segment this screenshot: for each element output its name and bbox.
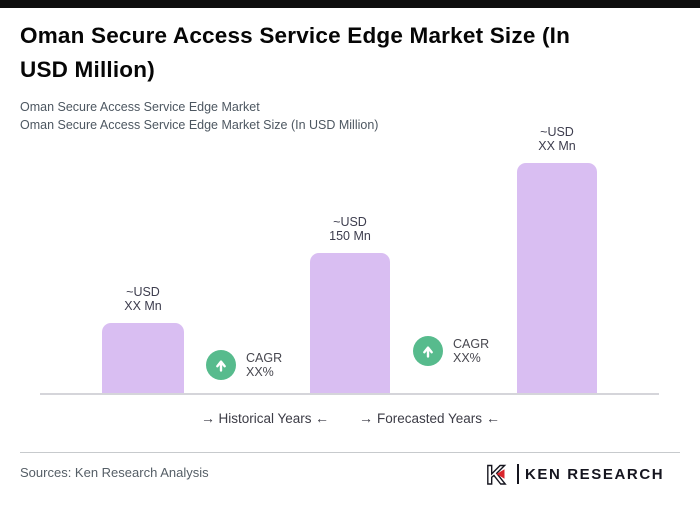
- ken-research-logo: K KEN RESEARCH: [486, 460, 664, 488]
- bar-3: [517, 163, 597, 395]
- chart-subtitle: Oman Secure Access Service Edge Market O…: [20, 98, 378, 134]
- ken-k-icon: K: [486, 461, 507, 487]
- subtitle-line-2: Oman Secure Access Service Edge Market S…: [20, 118, 379, 132]
- left-arrow-icon: ←: [485, 410, 500, 426]
- subtitle-line-1: Oman Secure Access Service Edge Market: [20, 100, 260, 114]
- page-title: Oman Secure Access Service Edge Market S…: [20, 19, 680, 87]
- title-line-2: USD Million): [20, 57, 155, 82]
- title-line-1: Oman Secure Access Service Edge Market S…: [20, 23, 571, 48]
- bar-3-label-line-1: ~USD: [540, 125, 574, 139]
- bar-3-label-line-2: XX Mn: [538, 139, 576, 153]
- up-arrow-icon: [413, 336, 443, 366]
- top-black-bar: [0, 0, 700, 8]
- cagr-label: CAGR: [453, 337, 490, 351]
- bar-1: [102, 323, 184, 395]
- bar-group-1: ~USD XX Mn: [102, 285, 184, 395]
- left-arrow-icon: ←: [314, 410, 329, 426]
- cagr-label: CAGR: [246, 351, 283, 365]
- forecasted-years-text: Forecasted Years: [376, 410, 483, 426]
- bar-group-2: ~USD 150 Mn: [310, 215, 390, 395]
- cagr-badge-2-text: CAGR XX%: [453, 337, 489, 365]
- cagr-badge-2: CAGR XX%: [413, 336, 489, 366]
- bar-1-label-line-1: ~USD: [126, 285, 160, 299]
- bar-2-label-line-1: ~USD: [333, 215, 367, 229]
- footer-divider: [20, 452, 680, 453]
- svg-text:K: K: [486, 461, 506, 487]
- bar-3-value-label: ~USD XX Mn: [538, 125, 576, 153]
- right-arrow-icon: →: [359, 410, 373, 426]
- bar-2: [310, 253, 390, 395]
- logo-separator: [517, 464, 519, 484]
- cagr-badge-1-text: CAGR XX%: [246, 351, 282, 379]
- bar-2-label-line-2: 150 Mn: [329, 229, 371, 243]
- bar-2-value-label: ~USD 150 Mn: [329, 215, 371, 243]
- sources-text: Sources: Ken Research Analysis: [20, 465, 209, 480]
- cagr-badge-1: CAGR XX%: [206, 350, 282, 380]
- x-axis-line: [40, 393, 659, 395]
- historical-years-label: → Historical Years ←: [201, 409, 329, 427]
- bar-group-3: ~USD XX Mn: [517, 125, 597, 395]
- up-arrow-icon: [206, 350, 236, 380]
- cagr-value: XX%: [246, 365, 274, 379]
- ken-research-logo-text: KEN RESEARCH: [525, 465, 665, 483]
- forecasted-years-label: → Forecasted Years ←: [359, 409, 500, 427]
- bar-1-label-line-2: XX Mn: [124, 299, 162, 313]
- right-arrow-icon: →: [201, 410, 215, 426]
- historical-years-text: Historical Years: [218, 410, 312, 426]
- bar-1-value-label: ~USD XX Mn: [124, 285, 162, 313]
- cagr-value: XX%: [453, 351, 481, 365]
